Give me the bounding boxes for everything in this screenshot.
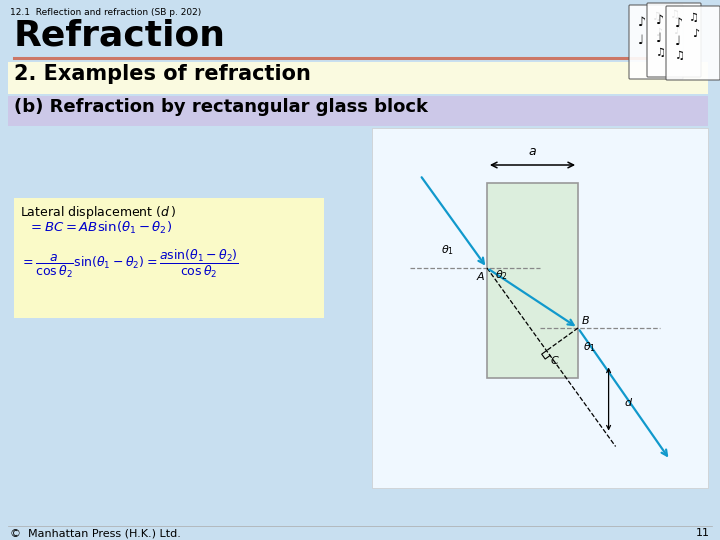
Text: 11: 11 [696,528,710,538]
FancyBboxPatch shape [647,3,701,77]
Text: 12.1  Reflection and refraction (SB p. 202): 12.1 Reflection and refraction (SB p. 20… [10,8,202,17]
Text: $A$: $A$ [476,270,485,282]
Bar [487,183,578,378]
Text: $= BC = AB\sin(\theta_1 - \theta_2)$: $= BC = AB\sin(\theta_1 - \theta_2)$ [28,220,172,236]
Text: ♫: ♫ [675,51,685,61]
Text: ♩: ♩ [656,32,662,45]
Text: $d$: $d$ [624,396,633,408]
Bar [8,62,708,94]
Text: ♪: ♪ [656,14,664,27]
Text: ♩: ♩ [675,35,681,48]
Text: (b) Refraction by rectangular glass block: (b) Refraction by rectangular glass bloc… [14,98,428,116]
Text: ♪: ♪ [655,28,662,38]
Bar [8,96,708,126]
Text: ♪: ♪ [692,29,699,39]
Text: ♩: ♩ [638,34,644,47]
Text: $= \dfrac{a}{\cos\theta_2}\sin(\theta_1 - \theta_2) = \dfrac{a\sin(\theta_1 - \t: $= \dfrac{a}{\cos\theta_2}\sin(\theta_1 … [20,248,239,280]
Text: 2. Examples of refraction: 2. Examples of refraction [14,64,311,84]
Text: $\theta_1$: $\theta_1$ [583,340,596,354]
Text: Lateral displacement $(d\,)$: Lateral displacement $(d\,)$ [20,204,176,221]
Text: ©  Manhattan Press (H.K.) Ltd.: © Manhattan Press (H.K.) Ltd. [10,528,181,538]
Text: $B$: $B$ [581,314,590,326]
Text: ♪: ♪ [638,16,646,29]
Text: $C$: $C$ [549,354,559,366]
Text: ♫: ♫ [656,48,666,58]
Text: $a$: $a$ [528,145,537,158]
Text: ♫: ♫ [652,12,662,22]
Text: ♪: ♪ [675,17,683,30]
FancyBboxPatch shape [629,5,683,79]
Text: ♫: ♫ [670,10,680,20]
Text: $\theta_1$: $\theta_1$ [441,243,454,257]
Text: $\theta_2$: $\theta_2$ [495,268,508,282]
Text: ♫: ♫ [689,13,699,23]
Bar [372,128,708,488]
Text: ♪: ♪ [673,26,680,36]
Bar [14,198,324,318]
Text: Refraction: Refraction [14,18,226,52]
FancyBboxPatch shape [666,6,720,80]
